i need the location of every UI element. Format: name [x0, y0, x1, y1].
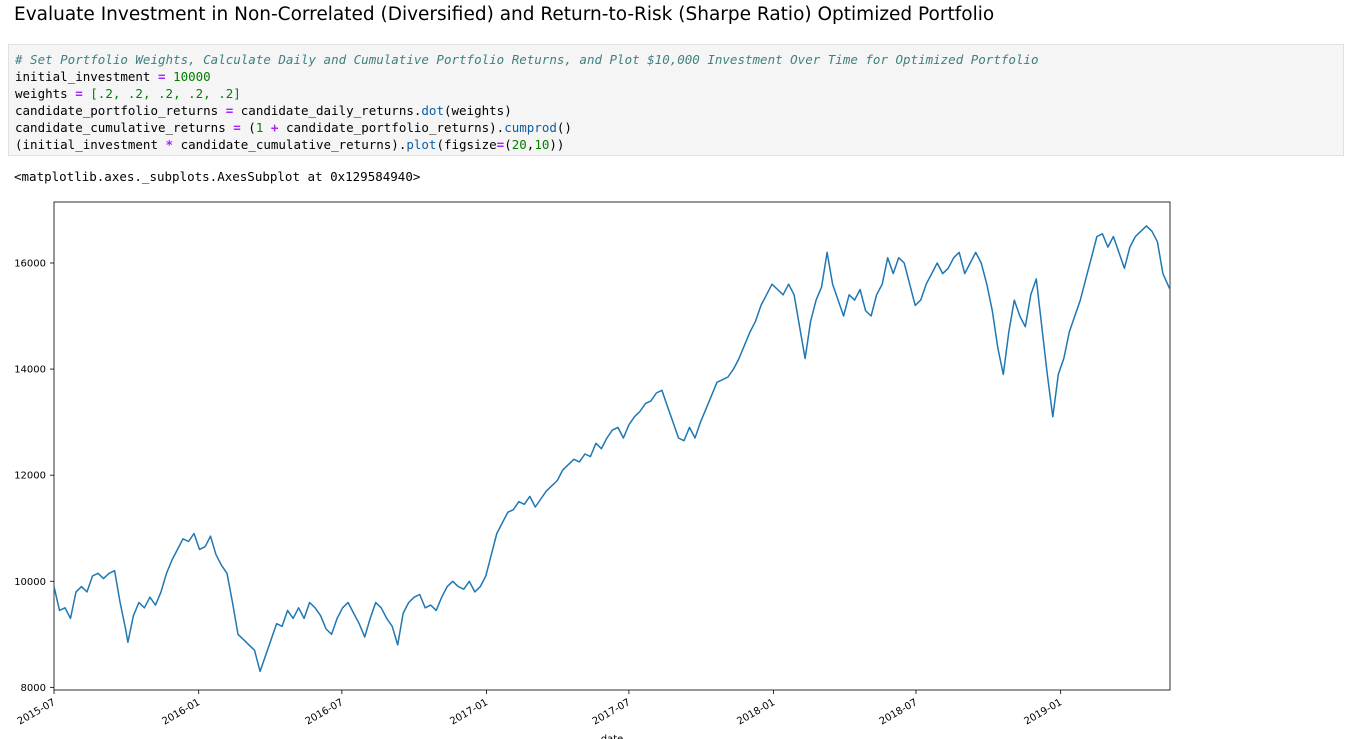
y-tick-label: 12000	[14, 471, 46, 482]
code-line-3: candidate_portfolio_returns = candidate_…	[15, 102, 512, 119]
code-number: 20	[511, 137, 527, 152]
code-comment: # Set Portfolio Weights, Calculate Daily…	[15, 52, 1039, 67]
y-tick-label: 10000	[14, 577, 46, 588]
code-cell[interactable]: # Set Portfolio Weights, Calculate Daily…	[8, 44, 1344, 156]
y-axis: 8000 10000 12000 14000 16000	[14, 259, 54, 694]
code-operator: =	[233, 120, 241, 135]
code-token: ))	[549, 137, 565, 152]
code-line-4: candidate_cumulative_returns = (1 + cand…	[15, 119, 572, 136]
x-axis: 2015-07 2016-01 2016-07 2017-01 2017-07 2018-…	[16, 690, 1064, 727]
code-line-2: weights = [.2, .2, .2, .2, .2]	[15, 85, 241, 102]
x-tick-label: 2016-07	[304, 697, 346, 727]
x-tick-label: 2015-07	[16, 697, 58, 727]
x-tick-label: 2018-07	[878, 697, 920, 727]
code-operator: =	[75, 86, 83, 101]
code-token: (	[504, 137, 512, 152]
code-function: dot	[421, 103, 444, 118]
code-token: weights	[15, 86, 76, 101]
code-token: initial_investment	[15, 69, 158, 84]
code-operator: =	[496, 137, 505, 152]
code-token	[166, 69, 174, 84]
plot-area	[53, 201, 1171, 691]
y-tick-label: 8000	[21, 683, 46, 694]
code-operator: +	[263, 120, 286, 135]
cell-output-text: <matplotlib.axes._subplots.AxesSubplot a…	[14, 169, 421, 184]
code-token: candidate_portfolio_returns	[15, 103, 226, 118]
y-tick-label: 16000	[14, 259, 46, 270]
x-tick-label: 2019-01	[1022, 697, 1064, 727]
code-line-5: (initial_investment * candidate_cumulati…	[15, 136, 564, 153]
code-token: candidate_portfolio_returns).	[285, 120, 505, 135]
series-line	[53, 225, 1171, 673]
code-operator: =	[158, 69, 166, 84]
x-axis-label: date	[601, 734, 624, 739]
code-number: 10	[534, 137, 550, 152]
x-tick-label: 2016-01	[161, 697, 203, 727]
code-token: ,	[526, 137, 535, 152]
code-number-list: [.2, .2, .2, .2, .2]	[90, 86, 241, 101]
code-line-1: initial_investment = 10000	[15, 68, 211, 85]
code-number: 1	[255, 120, 264, 135]
x-tick-label: 2017-07	[591, 697, 633, 727]
y-tick-label: 14000	[14, 365, 46, 376]
x-tick-label: 2018-01	[735, 697, 777, 727]
code-comment-line: # Set Portfolio Weights, Calculate Daily…	[15, 51, 1039, 68]
code-token: candidate_cumulative_returns).	[173, 137, 407, 152]
code-token: (	[240, 120, 256, 135]
code-function: cumprod	[504, 120, 557, 135]
page-heading: Evaluate Investment in Non-Correlated (D…	[14, 4, 995, 25]
code-token: (weights)	[443, 103, 512, 118]
code-token: ()	[556, 120, 572, 135]
code-token: (figsize	[436, 137, 497, 152]
code-token: (initial_investment	[15, 137, 166, 152]
code-function: plot	[406, 137, 437, 152]
code-number: 10000	[173, 69, 211, 84]
code-token: candidate_daily_returns.	[233, 103, 422, 118]
x-tick-label: 2017-01	[448, 697, 490, 727]
code-operator: =	[225, 103, 234, 118]
code-operator: *	[165, 137, 174, 152]
code-token: candidate_cumulative_returns	[15, 120, 234, 135]
